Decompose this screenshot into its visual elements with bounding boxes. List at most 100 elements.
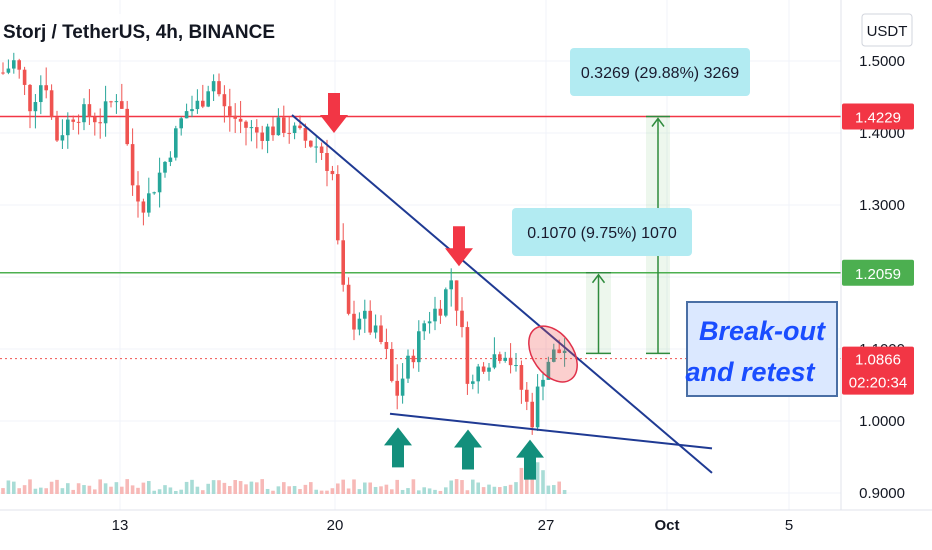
candle-body [6, 68, 11, 73]
volume-bar [373, 486, 378, 494]
volume-bar [168, 487, 173, 494]
candle-body [66, 119, 70, 136]
level-label: 1.4229 [855, 110, 901, 127]
annotation-line-2: and retest [685, 357, 815, 387]
volume-bar [433, 489, 437, 494]
volume-bar [179, 489, 183, 494]
volume-bar [325, 490, 329, 494]
volume-bar [130, 485, 135, 494]
x-tick-label: 27 [538, 517, 555, 534]
currency-label: USDT [867, 23, 908, 40]
candle-body [265, 126, 270, 141]
candle-body [44, 85, 48, 91]
volume-bar [481, 487, 486, 494]
candle-body [562, 350, 567, 354]
volume-bar [109, 486, 113, 494]
volume-bar [336, 483, 340, 494]
volume-bar [503, 486, 507, 494]
y-tick-label: 0.9000 [859, 485, 905, 502]
support-trendline [389, 412, 713, 450]
volume-bar [60, 488, 65, 494]
volume-bar [28, 479, 32, 494]
candle-body [222, 94, 227, 107]
volume-bar [341, 479, 345, 494]
volume-bar [195, 486, 200, 494]
volume-bar [255, 482, 259, 494]
volume-bar [309, 482, 313, 494]
candle-body [433, 308, 437, 322]
candle-body [190, 109, 194, 112]
candle-body [282, 117, 286, 133]
measurements: 0.3269 (29.88%) 3269 0.1070 (9.75%) 1070 [512, 48, 750, 355]
volume-bar [98, 479, 102, 494]
chart-title: Storj / TetherUS, 4h, BINANCE [3, 22, 275, 43]
volume-bar [444, 487, 448, 494]
volume-bar [201, 490, 205, 494]
candle-body [163, 161, 167, 173]
volume-bar [125, 479, 129, 494]
currency-button[interactable]: USDT [861, 13, 913, 47]
volume-bar [492, 486, 497, 494]
volume-bar [508, 484, 513, 494]
candle-body [12, 60, 16, 69]
candle-body [120, 101, 124, 109]
arrow-markers [320, 93, 544, 480]
measure-label-box [570, 48, 750, 96]
x-tick-label: 5 [785, 517, 793, 534]
volume-bar [103, 483, 108, 494]
volume-bar [562, 489, 567, 494]
volume-bar [233, 480, 237, 494]
volume-bar [33, 488, 38, 494]
candle-body [400, 378, 405, 396]
volume-bar [39, 487, 43, 494]
volume-bar [249, 481, 254, 494]
volume-bar [22, 485, 27, 494]
candle-body [336, 174, 340, 241]
candle-body [492, 354, 497, 368]
candle-body [465, 327, 470, 384]
candle-body [481, 366, 486, 372]
candle-body [346, 284, 351, 314]
volume-bar [211, 480, 216, 494]
volume-bar [449, 480, 453, 494]
candle-body [541, 379, 545, 387]
volume-bar [400, 489, 405, 494]
candle-body [238, 118, 243, 122]
candle-body [249, 127, 254, 129]
volume-bar [12, 481, 16, 494]
candle-body [438, 308, 443, 316]
candle-body [103, 101, 108, 124]
volume-bar [519, 467, 524, 494]
candle-body [292, 125, 297, 134]
volume-bar [276, 486, 281, 494]
volume-bar [282, 482, 286, 494]
candles [1, 52, 567, 435]
candle-body [298, 125, 302, 129]
y-tick-label: 1.0000 [859, 413, 905, 430]
candle-body [60, 135, 65, 141]
candle-body [546, 361, 551, 380]
candle-body [535, 386, 540, 428]
volume-bar [147, 481, 151, 494]
candle-body [109, 101, 113, 103]
level-label-box [842, 259, 914, 286]
candle-body [201, 100, 205, 107]
arrow-down-marker [445, 226, 473, 267]
candle-body [228, 106, 232, 116]
candle-body [152, 192, 156, 194]
candle-body [114, 101, 119, 103]
measure-label: 0.1070 (9.75%) 1070 [527, 225, 677, 242]
volume-bar [49, 481, 54, 494]
volume-bar [120, 486, 124, 494]
arrow-up-marker [516, 439, 544, 480]
x-tick-label: 13 [112, 517, 129, 534]
volume-bar [44, 488, 48, 494]
candle-body [206, 91, 210, 107]
candle-body [444, 289, 448, 316]
candle-body [98, 122, 102, 124]
candle-body [260, 132, 264, 141]
volume-bar [6, 480, 11, 494]
volume-bar [244, 484, 248, 494]
volume-bar [82, 485, 86, 494]
candle-body [136, 185, 140, 202]
